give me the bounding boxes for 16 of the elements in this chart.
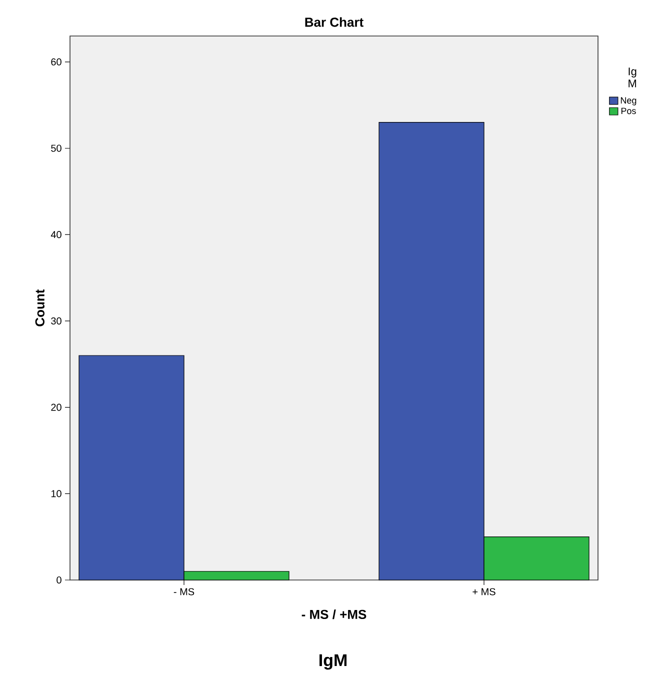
y-tick-label: 0 [56,576,62,584]
text: IgM [320,654,347,670]
x-tick-label: + MS [472,588,496,596]
y-tick-label: 30 [51,317,62,324]
x-tick-label: - MS [174,588,194,596]
y-tick-label: 60 [51,58,62,66]
y-tick-label: 20 [51,404,62,411]
y-axis-title: Count [35,289,44,326]
legend-label: Pos [621,108,636,114]
chart-title: Bar Chart [305,17,364,27]
legend-label: Neg [620,97,636,106]
legend-title: Ig M [628,68,636,88]
y-tick-label: 40 [50,231,62,238]
y-tick-label: 50 [51,144,62,152]
x-axis-title: - MS / +MS [302,609,366,620]
y-tick-label: 10 [51,490,62,498]
